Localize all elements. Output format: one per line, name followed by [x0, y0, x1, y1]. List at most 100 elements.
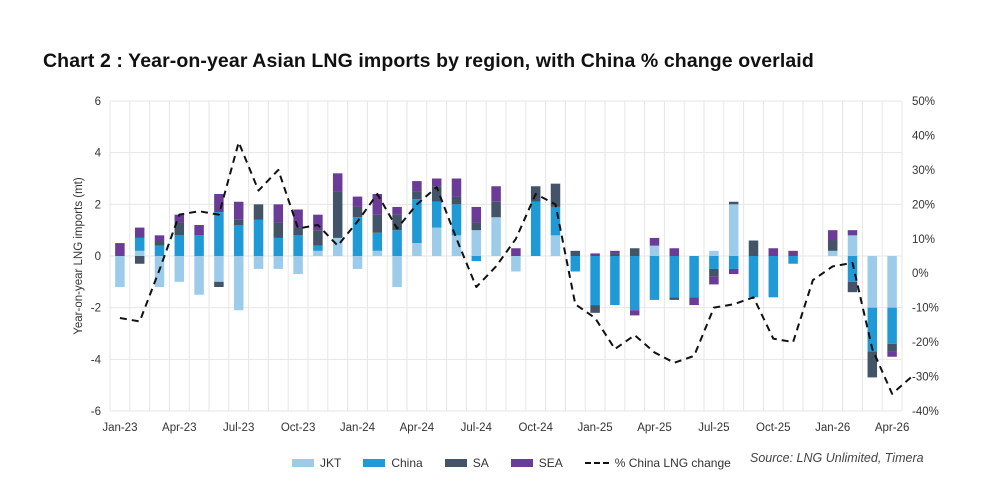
bar-jkt [550, 235, 561, 256]
legend-label-sa: SA [472, 456, 489, 470]
bar-sa [372, 214, 383, 233]
bar-sa [491, 201, 501, 218]
bar-sa [847, 281, 858, 293]
bar-sa [431, 186, 442, 202]
bar-jkt [273, 256, 284, 269]
bar-jkt [728, 204, 739, 256]
bar-sea [412, 181, 422, 192]
y2-tick-label: -40% [912, 406, 939, 418]
legend-item-jkt: JKT [292, 456, 341, 470]
bar-sea [847, 230, 858, 236]
bar-sea [728, 268, 739, 275]
bar-sa [887, 343, 897, 352]
bar-sea [392, 206, 402, 215]
bar-sa [728, 201, 739, 205]
bar-sa [867, 351, 878, 378]
x-tick-label: Apr-25 [637, 422, 672, 434]
bar-china [352, 217, 363, 256]
bar-china [194, 235, 204, 256]
bar-china [728, 256, 739, 269]
bar-sa [709, 268, 719, 277]
x-tick-label: Oct-24 [518, 422, 553, 434]
bar-jkt [431, 227, 442, 256]
bar-jkt [253, 256, 264, 269]
bar-jkt [471, 230, 482, 256]
source-note: Source: LNG Unlimited, Timera [750, 451, 924, 465]
bar-china [174, 235, 185, 256]
bar-china [610, 256, 620, 306]
legend-item-sa: SA [444, 456, 489, 470]
bar-china [313, 245, 323, 251]
bar-sa [154, 240, 165, 246]
bar-jkt [827, 250, 838, 256]
y-tick-label: 6 [95, 96, 101, 108]
bar-sa [610, 253, 620, 256]
bar-china [788, 256, 798, 264]
legend-item-china: China [363, 456, 423, 470]
x-tick-label: Jul-24 [461, 422, 493, 434]
bar-jkt [511, 256, 521, 272]
bar-sea [174, 214, 185, 223]
bar-china [530, 201, 541, 256]
bar-sa [233, 219, 244, 225]
bar-sa [273, 222, 284, 238]
y2-tick-label: 20% [912, 199, 935, 211]
legend-item-china-change: % China LNG change [584, 456, 731, 470]
bar-jkt [412, 243, 422, 256]
bar-china [550, 206, 561, 236]
bar-sea [629, 310, 640, 316]
bar-china [412, 199, 422, 244]
y-tick-label: -4 [91, 354, 102, 366]
bar-jkt [214, 256, 224, 282]
bar-china [392, 230, 402, 256]
bar-sea [313, 214, 323, 231]
bar-sa [451, 196, 462, 205]
bar-china [887, 307, 897, 344]
bar-china [293, 235, 303, 256]
bar-sa [590, 305, 600, 313]
bar-sea [431, 178, 442, 187]
bar-jkt [194, 256, 204, 295]
bar-sea [610, 250, 620, 254]
bar-jkt [491, 217, 501, 256]
bar-jkt [372, 250, 383, 256]
bar-jkt [709, 250, 719, 256]
legend-swatch-sa [444, 459, 467, 467]
chart-legend: JKT China SA SEA % China LNG change [292, 456, 753, 470]
bar-china [214, 212, 224, 256]
x-tick-label: Apr-24 [400, 422, 435, 434]
x-tick-label: Apr-26 [875, 422, 910, 434]
bar-sa [352, 206, 363, 218]
bar-jkt [451, 235, 462, 256]
bar-sa [471, 222, 482, 231]
bar-sea [352, 196, 363, 207]
x-tick-label: Jul-23 [223, 422, 254, 434]
bar-sea [451, 178, 462, 197]
bar-china [273, 237, 284, 256]
bar-sea [768, 248, 779, 256]
bar-sa [313, 230, 323, 246]
bar-sea [689, 297, 699, 306]
bar-china [253, 219, 264, 256]
bar-china [768, 256, 779, 298]
bar-china [689, 256, 699, 298]
bar-sea [214, 194, 224, 213]
bar-china [590, 256, 600, 306]
x-tick-label: Jul-25 [698, 422, 729, 434]
y-tick-label: -2 [91, 303, 101, 315]
bar-sea [332, 173, 343, 192]
bar-sea [887, 351, 897, 357]
bar-jkt [134, 250, 145, 256]
bar-jkt [174, 256, 185, 282]
x-tick-label: Jan-26 [815, 422, 850, 434]
legend-swatch-jkt [292, 459, 314, 467]
bar-sa [392, 214, 402, 231]
chart-title: Chart 2 : Year-on-year Asian LNG imports… [43, 50, 814, 72]
bar-jkt [649, 245, 660, 256]
bar-sea [511, 248, 521, 256]
bar-sea [115, 243, 125, 256]
y2-tick-label: 10% [912, 234, 935, 246]
legend-swatch-china-change [584, 462, 609, 464]
bar-china [629, 256, 640, 311]
bar-jkt [847, 235, 858, 256]
